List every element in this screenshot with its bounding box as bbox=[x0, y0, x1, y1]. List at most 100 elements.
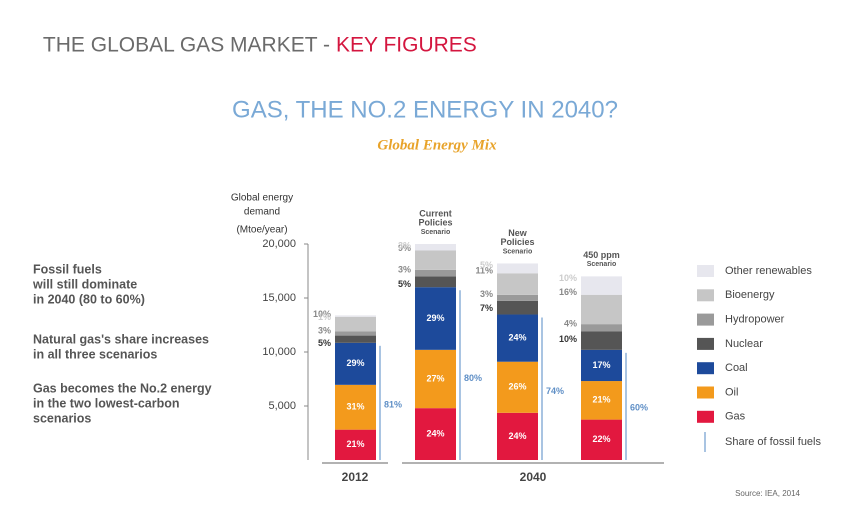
bar-segment bbox=[415, 244, 456, 251]
share-label: 1% bbox=[318, 312, 331, 322]
share-label: 10% bbox=[559, 334, 577, 344]
bar-segment bbox=[335, 315, 376, 317]
fossil-share-label: 80% bbox=[464, 373, 482, 383]
bar-segment bbox=[497, 273, 538, 295]
share-label: 5% bbox=[480, 260, 493, 270]
share-label: 31% bbox=[346, 402, 364, 412]
share-label: 11% bbox=[475, 266, 493, 276]
legend-label: Bioenergy bbox=[725, 289, 775, 301]
group-label: 2012 bbox=[342, 470, 369, 484]
note: in the two lowest-carbon bbox=[33, 396, 180, 410]
y-axis-label: demand bbox=[244, 207, 280, 218]
category-label: Policies bbox=[500, 237, 534, 247]
legend-label: Nuclear bbox=[725, 338, 763, 350]
bar-segment bbox=[415, 349, 456, 409]
bar-segment bbox=[335, 342, 376, 385]
legend-label: Oil bbox=[725, 386, 738, 398]
share-label: 24% bbox=[508, 332, 526, 342]
source: Source: IEA, 2014 bbox=[735, 489, 800, 498]
fossil-share-label: 60% bbox=[630, 403, 648, 413]
bar-segment bbox=[335, 429, 376, 460]
legend-swatch bbox=[697, 265, 714, 277]
share-label: 10% bbox=[559, 273, 577, 283]
bar-segment bbox=[581, 331, 622, 350]
bar-segment bbox=[335, 384, 376, 430]
y-tick-label: 15,000 bbox=[262, 292, 296, 304]
note: scenarios bbox=[33, 411, 91, 425]
bar-segment bbox=[497, 294, 538, 301]
note: Fossil fuels bbox=[33, 262, 102, 276]
bar-segment bbox=[497, 300, 538, 315]
bar-segment bbox=[581, 419, 622, 460]
share-label: 3% bbox=[318, 326, 331, 336]
bar-segment bbox=[581, 324, 622, 332]
category-label: Scenario bbox=[503, 248, 533, 255]
group-label: 2040 bbox=[520, 470, 547, 484]
legend-swatch bbox=[697, 313, 714, 326]
share-label: 5% bbox=[318, 338, 331, 348]
share-label: 21% bbox=[346, 439, 364, 449]
bar-segment bbox=[415, 276, 456, 288]
bar-segment bbox=[415, 250, 456, 270]
header: THE GLOBAL GAS MARKET - bbox=[43, 34, 330, 57]
share-label: 16% bbox=[559, 287, 577, 297]
y-tick-label: 10,000 bbox=[262, 346, 296, 358]
bar-segment bbox=[497, 314, 538, 362]
bar-segment bbox=[497, 412, 538, 460]
bar-segment bbox=[581, 294, 622, 325]
category-label: Scenario bbox=[421, 229, 451, 236]
bar-segment bbox=[335, 335, 376, 343]
share-label: 9% bbox=[398, 243, 411, 253]
share-label: 3% bbox=[398, 240, 411, 250]
bar-segment bbox=[497, 263, 538, 274]
share-label: 24% bbox=[426, 428, 444, 438]
legend-swatch bbox=[697, 289, 714, 302]
note: Natural gas's share increases bbox=[33, 332, 209, 346]
bar-segment bbox=[581, 276, 622, 295]
legend-swatch bbox=[697, 386, 714, 399]
note: in 2040 (80 to 60%) bbox=[33, 292, 145, 306]
legend-swatch bbox=[697, 362, 714, 375]
bar-segment bbox=[581, 381, 622, 420]
share-label: 5% bbox=[398, 279, 411, 289]
chart-subtitle: Global Energy Mix bbox=[377, 137, 497, 153]
legend-swatch bbox=[697, 337, 714, 350]
note: Gas becomes the No.2 energy bbox=[33, 381, 212, 395]
share-label: 7% bbox=[480, 303, 493, 313]
share-label: 26% bbox=[508, 382, 526, 392]
legend-swatch bbox=[697, 410, 714, 423]
bar-segment bbox=[415, 269, 456, 277]
share-label: 17% bbox=[592, 360, 610, 370]
category-label: Policies bbox=[418, 217, 452, 227]
note: in all three scenarios bbox=[33, 347, 157, 361]
bar-segment bbox=[581, 349, 622, 382]
category-label: Scenario bbox=[587, 261, 617, 268]
share-label: 27% bbox=[426, 373, 444, 383]
share-label: 21% bbox=[592, 395, 610, 405]
share-label: 3% bbox=[398, 264, 411, 274]
bar-segment bbox=[415, 408, 456, 460]
chart-title: GAS, THE NO.2 ENERGY IN 2040? bbox=[232, 96, 618, 123]
category-label: New bbox=[508, 228, 528, 238]
legend-label: Other renewables bbox=[725, 265, 812, 277]
share-label: 29% bbox=[426, 313, 444, 323]
note: will still dominate bbox=[32, 277, 137, 291]
y-axis-label: (Mtoe/year) bbox=[236, 225, 287, 236]
y-tick-label: 20,000 bbox=[262, 238, 296, 250]
legend-label: Share of fossil fuels bbox=[725, 436, 821, 448]
category-label: 450 ppm bbox=[583, 250, 620, 260]
fossil-share-label: 81% bbox=[384, 399, 402, 409]
y-tick-label: 5,000 bbox=[268, 400, 296, 412]
y-axis-label: Global energy bbox=[231, 193, 293, 204]
bar-segment bbox=[415, 287, 456, 350]
bar-segment bbox=[497, 361, 538, 413]
share-label: 4% bbox=[564, 319, 577, 329]
legend-label: Coal bbox=[725, 362, 748, 374]
share-label: 24% bbox=[508, 431, 526, 441]
category-label: Current bbox=[419, 208, 452, 218]
fossil-share-label: 74% bbox=[546, 386, 564, 396]
share-label: 3% bbox=[480, 289, 493, 299]
share-label: 10% bbox=[313, 309, 331, 319]
legend-label: Hydropower bbox=[725, 314, 785, 326]
